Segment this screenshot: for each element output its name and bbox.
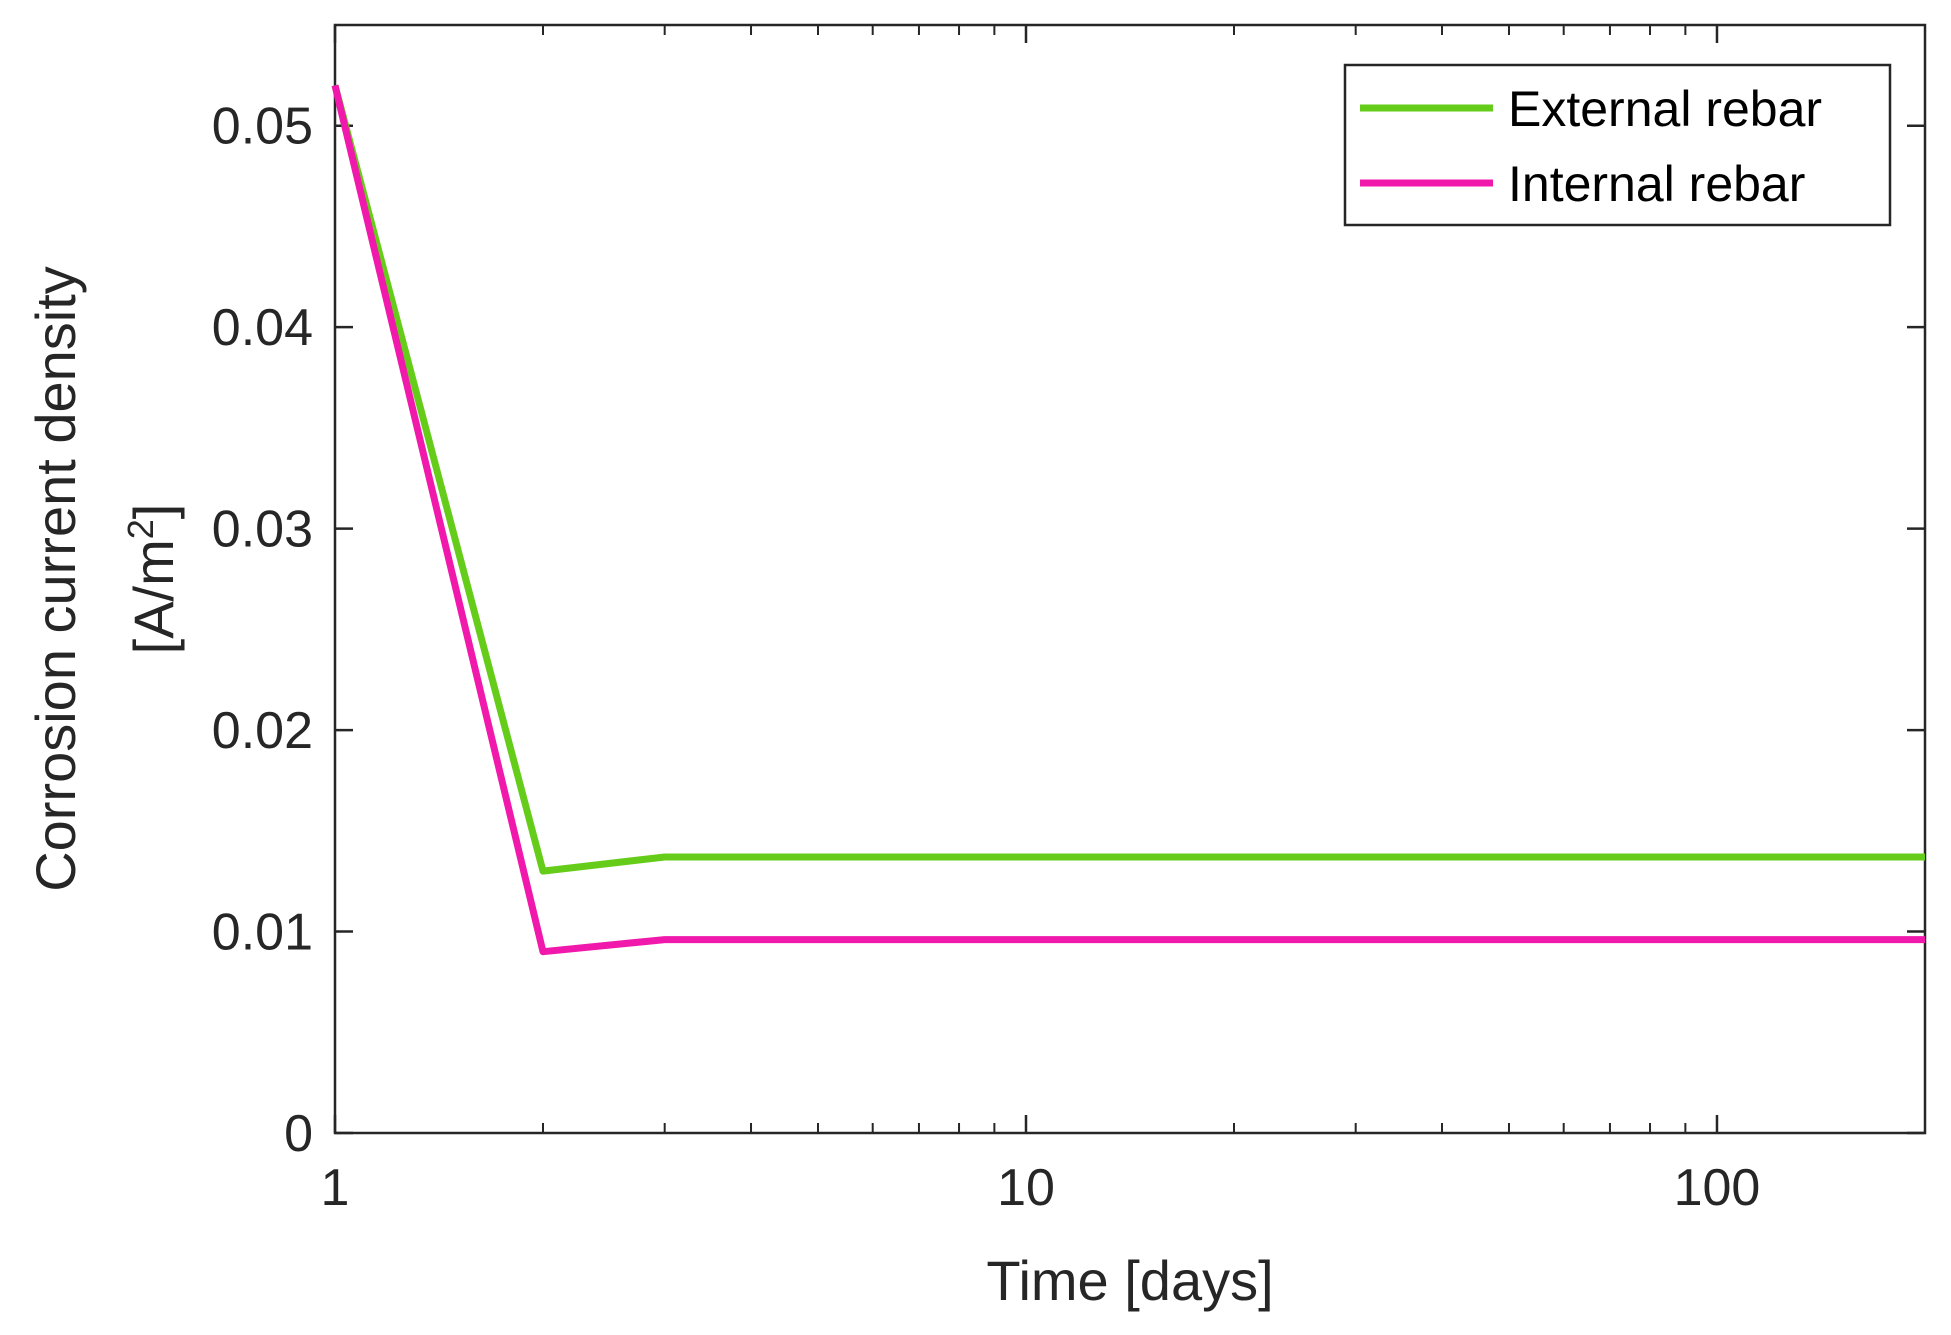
legend: External rebar Internal rebar [1343,63,1892,227]
y-axis-unit-superscript: 2 [120,519,161,539]
x-tick-labels: 1 10 100 [321,1159,1761,1217]
x-tick-label: 100 [1674,1159,1761,1217]
series-line-internal-rebar [331,84,1925,956]
series-line-external-rebar [331,84,1925,875]
x-tick-label: 1 [321,1159,350,1217]
legend-box [1343,63,1892,227]
y-tick-label: 0.01 [212,904,313,962]
y-tick-labels: 0 0.01 0.02 0.03 0.04 0.05 [212,98,313,1163]
series-lines [331,84,1925,956]
y-tick-label: 0.04 [212,299,313,357]
y-tick-label: 0 [284,1105,313,1163]
y-tick-label: 0.03 [212,501,313,559]
x-tick-label: 10 [997,1159,1055,1217]
legend-label-external-rebar: External rebar [1508,81,1822,137]
legend-label-internal-rebar: Internal rebar [1508,156,1805,212]
major-ticks [333,25,1925,1135]
y-tick-label: 0.05 [212,98,313,156]
y-axis-label-line2: [A/m2] [120,504,185,655]
y-axis-label: Corrosion current density [A/m2] [24,266,185,892]
minor-ticks [542,25,1926,1133]
y-axis-label-line1: Corrosion current density [24,266,87,892]
x-axis-label: Time [days] [986,1249,1273,1312]
y-tick-label: 0.02 [212,702,313,760]
